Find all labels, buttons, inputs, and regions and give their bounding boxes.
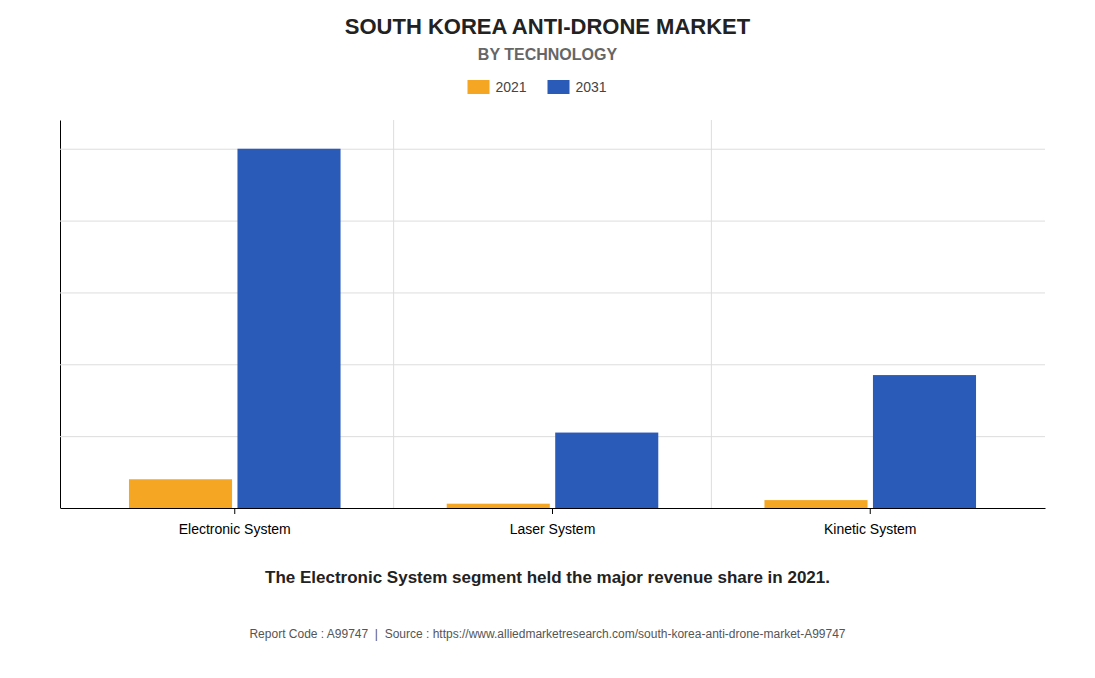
x-axis: Electronic System Laser System Kinetic Sys… — [61, 508, 1046, 537]
bar — [447, 504, 550, 508]
x-tick: Laser System — [510, 508, 596, 537]
y-tick — [60, 292, 1045, 293]
annotation: The Electronic System segment held the m… — [265, 568, 830, 587]
category-separator — [711, 120, 712, 508]
bar — [237, 149, 340, 508]
legend-item: 2021 — [468, 79, 527, 95]
x-tick-mark — [870, 508, 871, 514]
bar — [129, 479, 232, 508]
x-tick-label: Laser System — [510, 521, 596, 537]
x-tick-mark — [234, 508, 235, 514]
y-tick — [60, 149, 1045, 150]
bar — [555, 433, 658, 508]
x-tick: Kinetic System — [824, 508, 917, 537]
footer: Report Code : A99747 | Source : https://… — [249, 627, 845, 641]
grid-line — [60, 292, 1045, 293]
subtitle: BY TECHNOLOGY — [478, 46, 618, 63]
bar — [764, 500, 867, 508]
y-tick — [60, 364, 1045, 365]
bars — [129, 149, 976, 508]
grid-line — [60, 364, 1045, 365]
grid-line — [60, 149, 1045, 150]
bar-series — [237, 149, 976, 508]
chart-svg: SOUTH KOREA ANTI-DRONE MARKET BY TECHNOLO… — [0, 0, 1095, 678]
title: SOUTH KOREA ANTI-DRONE MARKET — [345, 14, 751, 39]
category-separator — [393, 120, 394, 508]
legend-item: 2031 — [548, 79, 607, 95]
x-tick-label: Kinetic System — [824, 521, 917, 537]
legend-label: 2021 — [496, 79, 527, 95]
bar — [873, 375, 976, 508]
chart-container: SOUTH KOREA ANTI-DRONE MARKET BY TECHNOLO… — [0, 0, 1095, 678]
legend-label: 2031 — [576, 79, 607, 95]
x-tick: Electronic System — [179, 508, 291, 537]
legend-swatch — [548, 80, 570, 94]
grid-line — [60, 221, 1045, 222]
legend-swatch — [468, 80, 490, 94]
x-tick-label: Electronic System — [179, 521, 291, 537]
y-tick — [60, 221, 1045, 222]
legend: 2021 2031 — [468, 79, 607, 95]
plot-area: Electronic System Laser System Kinetic Sys… — [60, 120, 1046, 537]
y-axis-line — [60, 121, 61, 509]
y-axis — [60, 121, 1045, 509]
x-tick-mark — [552, 508, 553, 514]
